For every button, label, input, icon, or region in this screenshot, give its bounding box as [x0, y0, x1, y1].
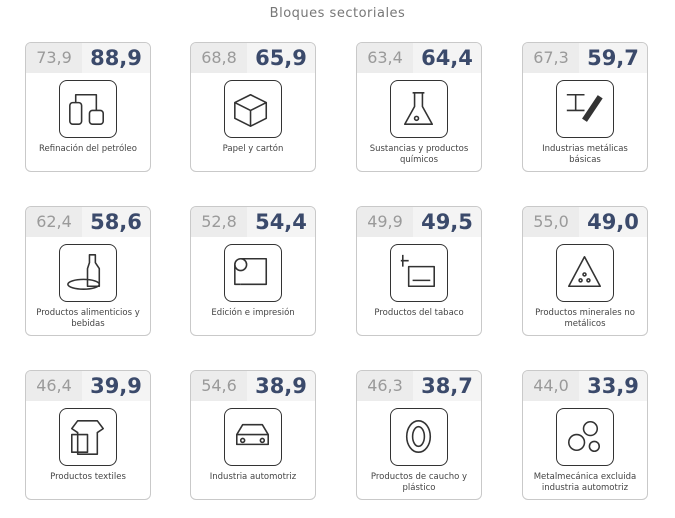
icon-glyph	[234, 93, 268, 127]
icon-glyph	[236, 423, 269, 446]
icon-glyph	[405, 420, 432, 453]
current-value: 33,9	[579, 371, 647, 401]
sector-label: Productos de caucho y plástico	[370, 472, 468, 493]
previous-value: 68,8	[191, 43, 247, 73]
current-value: 38,9	[247, 371, 315, 401]
previous-value: 46,4	[26, 371, 82, 401]
sector-icon	[556, 80, 614, 138]
sector-icon	[556, 244, 614, 302]
sector-card: 62,4 58,6 Productos alimenticios y bebidas	[25, 206, 151, 336]
sector-card: 44,0 33,9 Metalmecánica excluida industria…	[522, 370, 648, 500]
sector-card: 68,8 65,9 Papel y cartón	[190, 42, 316, 172]
previous-value: 67,3	[523, 43, 579, 73]
sector-card: 46,4 39,9 Productos textiles	[25, 370, 151, 500]
current-value: 38,7	[413, 371, 481, 401]
sector-icon	[59, 80, 117, 138]
current-value: 54,4	[247, 207, 315, 237]
sector-card: 73,9 88,9 Refinación del petróleo	[25, 42, 151, 172]
sector-label: Productos alimenticios y bebidas	[36, 308, 140, 329]
sector-label: Sustancias y productos químicos	[369, 144, 469, 165]
sector-label: Edición e impresión	[211, 308, 295, 318]
icon-glyph	[70, 420, 105, 455]
sector-icon	[224, 80, 282, 138]
sector-icon	[390, 408, 448, 466]
previous-value: 44,0	[523, 371, 579, 401]
current-value: 65,9	[247, 43, 315, 73]
previous-value: 73,9	[26, 43, 82, 73]
previous-value: 63,4	[357, 43, 413, 73]
sector-icon	[224, 408, 282, 466]
sector-card: 54,6 38,9 Industria automotriz	[190, 370, 316, 500]
icon-glyph	[234, 257, 268, 286]
sector-icon	[390, 244, 448, 302]
icon-glyph	[568, 420, 601, 453]
previous-value: 55,0	[523, 207, 579, 237]
sector-icon	[556, 408, 614, 466]
icon-glyph	[67, 254, 101, 290]
current-value: 49,5	[413, 207, 481, 237]
sector-label: Productos del tabaco	[374, 308, 464, 318]
icon-glyph	[400, 254, 435, 288]
sector-label: Productos textiles	[50, 472, 126, 482]
current-value: 58,6	[82, 207, 150, 237]
current-value: 59,7	[579, 43, 647, 73]
previous-value: 49,9	[357, 207, 413, 237]
sector-card: 52,8 54,4 Edición e impresión	[190, 206, 316, 336]
sector-label: Productos minerales no metálicos	[535, 308, 635, 329]
sector-card: 63,4 64,4 Sustancias y productos químicos	[356, 42, 482, 172]
sector-icon	[59, 244, 117, 302]
previous-value: 52,8	[191, 207, 247, 237]
sector-card: 67,3 59,7 Industrias metálicas básicas	[522, 42, 648, 172]
sector-label: Industria automotriz	[209, 472, 297, 482]
previous-value: 62,4	[26, 207, 82, 237]
sector-icon	[390, 80, 448, 138]
icon-glyph	[566, 93, 603, 122]
sector-label: Metalmecánica excluida industria automot…	[533, 472, 637, 493]
current-value: 49,0	[579, 207, 647, 237]
sector-icon	[59, 408, 117, 466]
sector-card: 49,9 49,5 Productos del tabaco	[356, 206, 482, 336]
sector-label: Refinación del petróleo	[39, 144, 137, 154]
current-value: 39,9	[82, 371, 150, 401]
sector-card: 55,0 49,0 Productos minerales no metálicos	[522, 206, 648, 336]
sector-icon	[224, 244, 282, 302]
icon-glyph	[69, 93, 105, 126]
previous-value: 46,3	[357, 371, 413, 401]
current-value: 88,9	[82, 43, 150, 73]
title: Bloques sectoriales	[269, 6, 406, 21]
sector-label: Industrias metálicas básicas	[542, 144, 628, 165]
sector-card: 46,3 38,7 Productos de caucho y plástico	[356, 370, 482, 500]
icon-glyph	[403, 92, 434, 126]
icon-glyph	[568, 256, 601, 288]
previous-value: 54,6	[191, 371, 247, 401]
sector-label: Papel y cartón	[222, 144, 284, 154]
current-value: 64,4	[413, 43, 481, 73]
